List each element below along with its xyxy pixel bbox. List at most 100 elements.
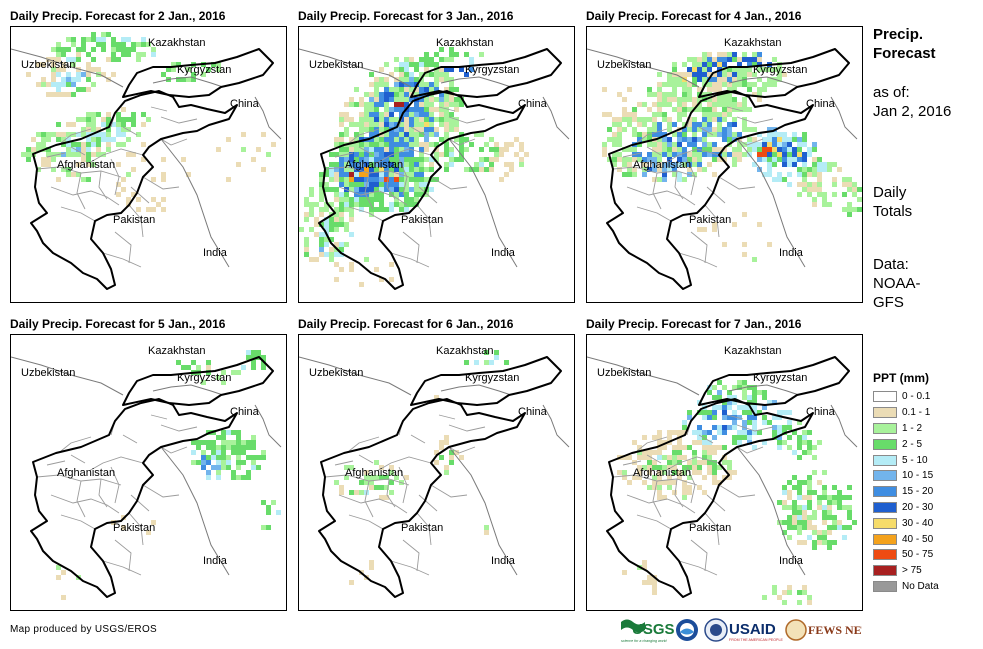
precip-cell [722, 132, 727, 137]
precip-cell [792, 500, 797, 505]
precip-cell [236, 455, 241, 460]
precip-cell [126, 172, 131, 177]
admin-boundary [448, 424, 486, 432]
totals-block: Daily Totals [873, 183, 912, 221]
precip-cell [642, 480, 647, 485]
precip-cell [409, 167, 414, 172]
precip-cell [682, 490, 687, 495]
precip-cell [637, 137, 642, 142]
precip-cell [374, 102, 379, 107]
precip-cell [732, 132, 737, 137]
precip-cell [344, 197, 349, 202]
precip-cell [702, 52, 707, 57]
precip-cell [61, 595, 66, 600]
precip-cell [339, 177, 344, 182]
precip-cell [647, 470, 652, 475]
legend-swatch [873, 580, 897, 592]
precip-cell [847, 177, 852, 182]
admin-boundary [60, 206, 96, 222]
precip-cell [772, 400, 777, 405]
precip-cell [622, 570, 627, 575]
precip-cell [439, 97, 444, 102]
admin-boundary [160, 116, 198, 124]
precip-cell [727, 97, 732, 102]
precip-cell [747, 82, 752, 87]
legend-label: 1 - 2 [902, 422, 923, 434]
precip-cell [777, 415, 782, 420]
precip-cell [677, 450, 682, 455]
precip-cell [682, 102, 687, 107]
precip-cell [642, 157, 647, 162]
precip-cell [434, 450, 439, 455]
precip-cell [762, 147, 767, 152]
admin-boundary [418, 186, 438, 204]
precip-cell [692, 172, 697, 177]
precip-cell [752, 52, 757, 57]
admin-boundary [376, 148, 432, 164]
precip-cell [752, 82, 757, 87]
country-borders [299, 356, 570, 576]
precip-cell [404, 475, 409, 480]
precip-cell [787, 425, 792, 430]
noaa-logo [676, 619, 698, 641]
precip-cell [101, 137, 106, 142]
precip-cell [211, 440, 216, 445]
precip-cell [662, 495, 667, 500]
precip-cell [847, 187, 852, 192]
precip-cell [652, 162, 657, 167]
precip-cell [379, 77, 384, 82]
precip-cell [319, 212, 324, 217]
precip-cell [409, 142, 414, 147]
precip-cell [692, 57, 697, 62]
precip-cell [86, 142, 91, 147]
precip-cell [652, 590, 657, 595]
precip-cell [827, 515, 832, 520]
precip-cell [454, 52, 459, 57]
sidebar-title: Precip. Forecast [873, 25, 936, 63]
precip-cell [802, 520, 807, 525]
precip-cell [777, 67, 782, 72]
precip-cell [314, 222, 319, 227]
precip-cell [424, 82, 429, 87]
admin-boundary [46, 460, 66, 466]
precip-cell [682, 157, 687, 162]
admin-boundary [376, 456, 432, 472]
admin-boundary [448, 446, 476, 454]
precip-cell [41, 132, 46, 137]
precip-cell [46, 82, 51, 87]
precip-cell [762, 87, 767, 92]
legend-item: 0 - 0.1 [873, 389, 939, 405]
precip-cell [459, 157, 464, 162]
precip-cell [359, 282, 364, 287]
precip-cell [91, 142, 96, 147]
precip-cell [241, 450, 246, 455]
precip-cell [627, 167, 632, 172]
precip-cell [647, 455, 652, 460]
precip-cell [56, 57, 61, 62]
precip-cell [657, 450, 662, 455]
precip-raster [21, 32, 276, 212]
precip-cell [111, 72, 116, 77]
legend-item: 0.1 - 1 [873, 405, 939, 421]
precip-cell [712, 445, 717, 450]
precip-cell [797, 147, 802, 152]
precip-cell [439, 72, 444, 77]
precip-cell [732, 72, 737, 77]
precip-cell [817, 172, 822, 177]
precip-cell [652, 157, 657, 162]
precip-cell [251, 440, 256, 445]
precip-cell [439, 137, 444, 142]
precip-cell [339, 182, 344, 187]
precip-cell [822, 202, 827, 207]
precip-cell [339, 137, 344, 142]
precip-cell [359, 127, 364, 132]
precip-cell [201, 440, 206, 445]
precip-cell [519, 157, 524, 162]
precip-cell [717, 465, 722, 470]
precip-cell [662, 465, 667, 470]
precip-cell [384, 82, 389, 87]
precip-cell [762, 152, 767, 157]
precip-cell [732, 97, 737, 102]
precip-cell [329, 172, 334, 177]
admin-boundary [626, 494, 696, 514]
